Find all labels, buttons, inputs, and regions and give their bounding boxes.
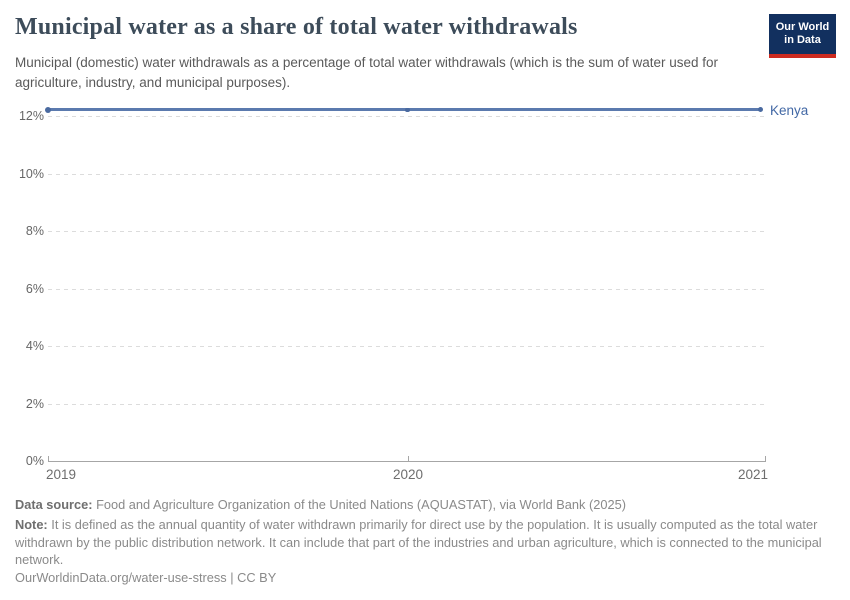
y-axis-tick-label: 8%: [25, 224, 44, 238]
x-axis-tick: [765, 456, 766, 461]
x-axis-line: [48, 461, 766, 462]
y-axis-tick-label: 0%: [25, 454, 44, 468]
y-axis-tick-label: 12%: [18, 109, 44, 123]
y-axis-tick-label: 10%: [18, 166, 44, 181]
gridline: [48, 403, 766, 405]
x-axis-tick-label: 2019: [46, 467, 77, 482]
gridline: [48, 173, 766, 175]
y-axis-tick-label: 4%: [25, 339, 44, 353]
gridline: [48, 288, 766, 290]
citation-line: OurWorldinData.org/water-use-stress | CC…: [15, 570, 277, 585]
x-axis-tick: [48, 456, 49, 461]
page-title: Municipal water as a share of total wate…: [15, 14, 578, 40]
gridline: [48, 346, 766, 347]
data-source-label: Data source:: [15, 497, 93, 512]
data-source-text: Food and Agriculture Organization of the…: [92, 497, 626, 512]
gridline: [48, 116, 766, 117]
x-axis-tick: [407, 456, 409, 461]
x-axis-tick-label: 2021: [737, 467, 768, 482]
series-line-kenya: [48, 108, 760, 111]
series-label-kenya: Kenya: [770, 103, 809, 118]
gridline: [48, 231, 766, 232]
y-axis-tick-label: 6%: [25, 281, 44, 296]
data-source-line: Data source: Food and Agriculture Organi…: [15, 496, 835, 514]
data-point-marker: [45, 106, 51, 113]
note-label: Note:: [15, 517, 48, 532]
chart-subtitle: Municipal (domestic) water withdrawals a…: [15, 55, 719, 91]
data-point-marker: [405, 107, 410, 112]
note-text: It is defined as the annual quantity of …: [15, 517, 822, 567]
x-axis-tick-label: 2020: [392, 467, 424, 482]
owid-logo-line2: in Data: [784, 34, 821, 46]
owid-logo-line1: Our World: [775, 21, 830, 33]
y-axis-tick-label: 2%: [25, 396, 44, 411]
owid-logo: Our World in Data: [769, 14, 836, 58]
data-point-marker: [757, 107, 763, 112]
note-line: Note: It is defined as the annual quanti…: [15, 516, 835, 569]
